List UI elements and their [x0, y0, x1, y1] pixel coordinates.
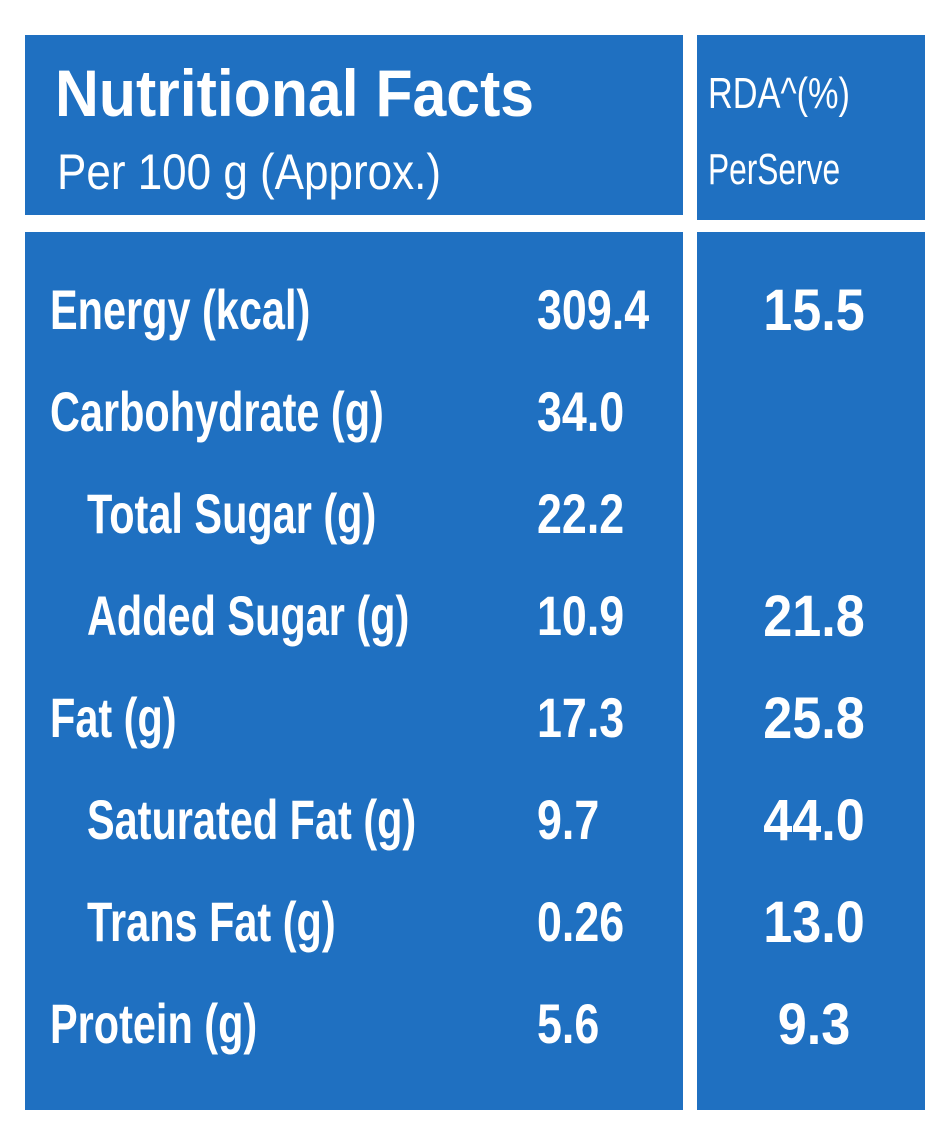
- row-value: 34.0: [537, 380, 625, 443]
- rda-title: RDA^(%): [708, 69, 850, 118]
- row-label: Trans Fat (g): [87, 890, 336, 953]
- row-label: Fat (g): [50, 686, 177, 749]
- body-panel: [25, 232, 683, 1110]
- row-rda: 15.5: [763, 278, 865, 343]
- row-label: Carbohydrate (g): [50, 380, 384, 443]
- header-panel: [25, 35, 683, 215]
- row-rda: 21.8: [763, 584, 865, 649]
- row-value: 0.26: [537, 890, 625, 953]
- row-label: Added Sugar (g): [87, 584, 410, 647]
- rda-header-panel: [697, 35, 925, 220]
- row-label: Protein (g): [50, 992, 258, 1055]
- row-rda: 13.0: [763, 890, 865, 955]
- row-rda: 44.0: [763, 788, 865, 853]
- row-value: 9.7: [537, 788, 600, 851]
- row-value: 10.9: [537, 584, 625, 647]
- row-value: 5.6: [537, 992, 600, 1055]
- row-label: Energy (kcal): [50, 278, 311, 341]
- row-label: Total Sugar (g): [87, 482, 377, 545]
- row-rda: 9.3: [777, 992, 851, 1057]
- rda-body-panel: [697, 232, 925, 1110]
- rda-subtitle: PerServe: [708, 145, 841, 194]
- subtitle: Per 100 g (Approx.): [57, 144, 441, 200]
- row-value: 22.2: [537, 482, 625, 545]
- row-value: 309.4: [537, 278, 650, 341]
- row-rda: 25.8: [763, 686, 865, 751]
- row-label: Saturated Fat (g): [87, 788, 417, 851]
- title: Nutritional Facts: [55, 56, 535, 130]
- row-value: 17.3: [537, 686, 625, 749]
